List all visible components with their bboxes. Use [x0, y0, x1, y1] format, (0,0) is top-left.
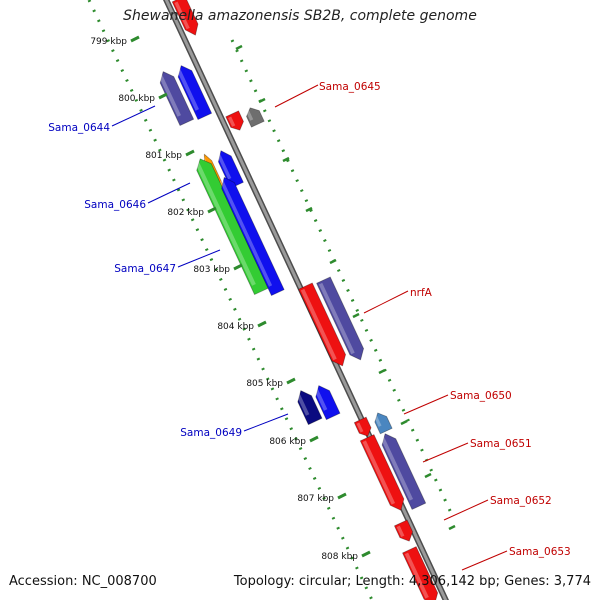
- outer-track-tick: [258, 97, 266, 104]
- gene-label-sama_0652[interactable]: Sama_0652: [490, 495, 552, 507]
- kbp-tick-label: 803 kbp: [193, 265, 230, 275]
- kbp-tick-mark: [361, 550, 371, 558]
- cds-feature-0649b[interactable]: [314, 385, 341, 420]
- cds-feature-0649a[interactable]: [296, 390, 323, 425]
- gene-labels: Sama_0645 Sama_0644 Sama_0646 Sama_0647 nrfA…: [48, 81, 571, 571]
- cds-feature-nrfA-b[interactable]: [316, 276, 364, 361]
- outer-track-tick: [400, 419, 408, 426]
- kbp-tick-mark: [233, 263, 243, 271]
- gene-label-sama_0646[interactable]: Sama_0646: [84, 199, 146, 211]
- genome-summary-text: Topology: circular; Length: 4,306,142 bp…: [233, 574, 591, 589]
- kbp-tick-label: 807 kbp: [297, 494, 334, 504]
- kbp-tick-label: 808 kbp: [321, 552, 358, 562]
- gene-leader-line: [274, 84, 319, 108]
- accession-text: Accession: NC_008700: [9, 574, 157, 589]
- outer-track-tick: [329, 258, 337, 265]
- kbp-tick-label: 805 kbp: [246, 379, 283, 389]
- gene-label-sama_0649[interactable]: Sama_0649: [180, 427, 242, 439]
- kbp-tick-mark: [207, 206, 217, 214]
- cds-feature-0647a[interactable]: [195, 158, 270, 295]
- gene-label-sama_0644[interactable]: Sama_0644: [48, 122, 110, 134]
- kbp-tick-label: 806 kbp: [269, 437, 306, 447]
- kbp-tick-label: 801 kbp: [145, 151, 182, 161]
- cds-feature-0644a[interactable]: [158, 71, 195, 126]
- gene-leader-line: [363, 290, 409, 314]
- outer-track-tick: [305, 206, 313, 213]
- outer-track-tick: [448, 524, 456, 531]
- gene-leader-line: [403, 394, 449, 415]
- kbp-tick-mark: [309, 435, 319, 443]
- gene-leader-line: [111, 105, 156, 127]
- kbp-tick-label: 802 kbp: [167, 208, 204, 218]
- cds-feature-0650a[interactable]: [353, 416, 372, 437]
- gene-label-nrfa[interactable]: nrfA: [410, 287, 433, 299]
- cds-feature-0652[interactable]: [394, 519, 414, 542]
- cds-feature-top[interactable]: [171, 0, 199, 36]
- cds-feature-0653[interactable]: [402, 546, 439, 600]
- map-title: Shewanella amazonensis SB2B, complete ge…: [123, 8, 477, 24]
- kbp-tick-mark: [337, 492, 347, 500]
- cds-feature-0650b[interactable]: [374, 412, 393, 435]
- kbp-tick-mark: [130, 35, 140, 43]
- kbp-tick-label: 799 kbp: [90, 37, 127, 47]
- kbp-tick-mark: [286, 377, 296, 385]
- cds-feature-0644b[interactable]: [176, 65, 213, 120]
- gene-leader-line: [243, 413, 289, 432]
- kbp-tick-mark: [185, 149, 195, 157]
- outer-track-tick: [282, 156, 290, 163]
- cds-features: [158, 0, 439, 600]
- guide-track-inner: [87, 0, 374, 600]
- gene-leader-line: [177, 249, 221, 268]
- outer-track-tick: [352, 312, 360, 319]
- gene-leader-line: [422, 442, 469, 463]
- gene-label-sama_0650[interactable]: Sama_0650: [450, 390, 512, 402]
- kbp-tick-mark: [257, 320, 267, 328]
- gene-label-sama_0651[interactable]: Sama_0651: [470, 438, 532, 450]
- outer-track-tick: [378, 368, 386, 375]
- cds-feature-0646b[interactable]: [216, 150, 244, 189]
- outer-track-tick: [424, 472, 432, 479]
- track-guides: [87, 0, 454, 600]
- gene-leader-line: [147, 182, 191, 204]
- gene-leader-line: [461, 550, 508, 571]
- cds-feature-0645b[interactable]: [246, 107, 265, 128]
- kbp-ruler: 799 kbp 800 kbp 801 kbp 802 kbp 803 kbp 804 k…: [90, 35, 456, 562]
- kbp-tick-label: 804 kbp: [217, 322, 254, 332]
- gene-label-sama_0653[interactable]: Sama_0653: [509, 546, 571, 558]
- kbp-tick-label: 800 kbp: [118, 94, 155, 104]
- outer-track-tick: [235, 44, 243, 51]
- kbp-tick-mark: [158, 92, 168, 100]
- cds-feature-0651b[interactable]: [380, 433, 427, 510]
- cds-feature-0645a[interactable]: [225, 110, 244, 131]
- gene-label-sama_0647[interactable]: Sama_0647: [114, 263, 176, 275]
- gene-label-sama_0645[interactable]: Sama_0645: [319, 81, 381, 93]
- gene-leader-line: [443, 499, 489, 521]
- cds-feature-0651a[interactable]: [359, 434, 405, 511]
- cds-feature-0647b[interactable]: [220, 177, 285, 296]
- cds-feature-nrfA-a[interactable]: [298, 282, 346, 367]
